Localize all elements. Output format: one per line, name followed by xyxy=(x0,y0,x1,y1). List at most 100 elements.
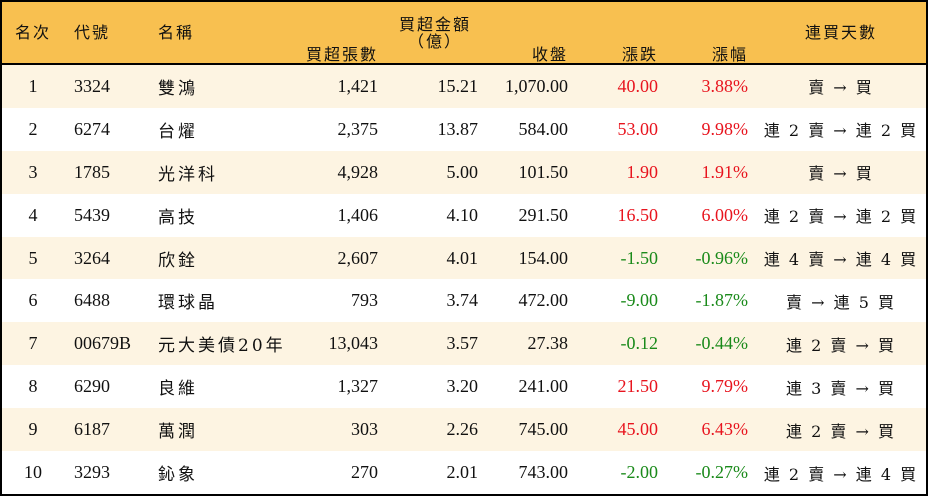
cell-close: 584.00 xyxy=(518,118,569,139)
cell-name: 欣銓 xyxy=(158,250,198,271)
cell-net-buy-amount: 3.20 xyxy=(446,376,479,397)
cell-net-buy-lots: 2,375 xyxy=(337,118,379,139)
cell-close: 154.00 xyxy=(518,247,569,268)
cell-name: 元大美債20年 xyxy=(158,336,286,357)
cell-net-buy-lots: 1,406 xyxy=(337,204,379,225)
cell-net-buy-lots: 1,421 xyxy=(337,75,379,96)
cell-change: -9.00 xyxy=(620,290,659,311)
cell-name: 光洋科 xyxy=(158,164,218,185)
cell-rank: 3 xyxy=(28,161,38,182)
table-row: 10 3293 鈊象 270 2.01 743.00 -2.00 -0.27% 連 2 賣 → … xyxy=(2,451,926,494)
table-row: 2 6274 台燿 2,375 13.87 584.00 53.00 9.98% 連 2 賣 →… xyxy=(2,107,926,151)
cell-streak: 連 2 賣 → 買 xyxy=(786,335,896,355)
cell-close: 745.00 xyxy=(518,419,569,440)
cell-streak: 連 4 賣 → 連 4 買 xyxy=(763,250,919,270)
header-code: 代號 xyxy=(74,23,111,42)
cell-net-buy-amount: 2.26 xyxy=(446,419,479,440)
table-row: 3 1785 光洋科 4,928 5.00 101.50 1.90 1.91% 賣 → 買 xyxy=(2,150,926,194)
cell-change: 45.00 xyxy=(617,419,659,440)
cell-rank: 4 xyxy=(28,204,38,225)
cell-net-buy-lots: 793 xyxy=(351,290,378,311)
cell-name: 萬潤 xyxy=(158,422,198,443)
cell-change-pct: -0.96% xyxy=(695,247,749,268)
cell-change-pct: -0.44% xyxy=(695,333,749,354)
cell-code: 3324 xyxy=(74,75,110,96)
cell-name: 高技 xyxy=(158,207,198,228)
cell-net-buy-amount: 2.01 xyxy=(446,462,479,483)
cell-code: 3264 xyxy=(74,247,110,268)
table-row: 4 5439 高技 1,406 4.10 291.50 16.50 6.00% 連 2 賣 → … xyxy=(2,193,926,237)
cell-streak: 連 2 賣 → 連 4 買 xyxy=(763,464,919,484)
cell-name: 良維 xyxy=(158,379,198,400)
cell-net-buy-lots: 270 xyxy=(351,462,378,483)
header-streak: 連買天數 xyxy=(804,23,877,42)
header-net-buy-amount: 買超金額 （億） xyxy=(398,14,471,51)
cell-close: 743.00 xyxy=(518,462,569,483)
cell-code: 6488 xyxy=(74,290,110,311)
cell-name: 雙鴻 xyxy=(158,78,198,99)
cell-net-buy-lots: 4,928 xyxy=(337,161,379,182)
cell-change: -0.12 xyxy=(620,333,659,354)
cell-change: 40.00 xyxy=(617,75,659,96)
cell-close: 27.38 xyxy=(527,333,569,354)
cell-name: 台燿 xyxy=(158,121,198,142)
cell-rank: 10 xyxy=(24,462,42,483)
cell-rank: 2 xyxy=(28,118,38,139)
cell-rank: 9 xyxy=(28,419,38,440)
cell-change-pct: -0.27% xyxy=(695,462,749,483)
cell-streak: 連 2 賣 → 買 xyxy=(786,421,896,441)
cell-streak: 連 2 賣 → 連 2 買 xyxy=(763,121,919,141)
cell-change-pct: 3.88% xyxy=(701,75,749,96)
cell-net-buy-amount: 5.00 xyxy=(446,161,479,182)
cell-change-pct: 6.00% xyxy=(701,204,749,225)
cell-rank: 1 xyxy=(28,75,38,96)
cell-streak: 賣 → 連 5 買 xyxy=(786,292,896,312)
table-header: 名次 代號 名稱 買超張數 買超金額 （億） 收盤 漲跌 漲幅 連買天數 xyxy=(2,2,926,65)
cell-net-buy-lots: 1,327 xyxy=(337,376,379,397)
cell-change-pct: 9.98% xyxy=(701,118,749,139)
cell-streak: 連 3 賣 → 買 xyxy=(786,378,896,398)
cell-net-buy-amount: 4.10 xyxy=(446,204,479,225)
cell-code: 00679B xyxy=(74,333,132,354)
cell-streak: 賣 → 買 xyxy=(808,164,874,184)
cell-change: 21.50 xyxy=(617,376,659,397)
cell-code: 6274 xyxy=(74,118,110,139)
cell-close: 291.50 xyxy=(518,204,569,225)
cell-net-buy-amount: 3.74 xyxy=(446,290,479,311)
cell-net-buy-amount: 15.21 xyxy=(437,75,479,96)
cell-code: 1785 xyxy=(74,161,110,182)
cell-streak: 連 2 賣 → 連 2 買 xyxy=(763,207,919,227)
cell-change: -2.00 xyxy=(620,462,659,483)
header-name: 名稱 xyxy=(158,23,195,42)
cell-rank: 7 xyxy=(28,333,38,354)
cell-code: 6187 xyxy=(74,419,110,440)
cell-net-buy-lots: 2,607 xyxy=(337,247,379,268)
cell-change-pct: 9.79% xyxy=(701,376,749,397)
cell-change: 1.90 xyxy=(626,161,659,182)
cell-net-buy-lots: 13,043 xyxy=(328,333,379,354)
cell-name: 鈊象 xyxy=(158,465,198,486)
cell-close: 241.00 xyxy=(518,376,569,397)
cell-change-pct: 1.91% xyxy=(701,161,749,182)
header-rank: 名次 xyxy=(14,23,51,42)
header-change: 漲跌 xyxy=(621,45,658,64)
header-close: 收盤 xyxy=(531,45,568,64)
cell-name: 環球晶 xyxy=(158,293,218,314)
cell-net-buy-amount: 3.57 xyxy=(446,333,479,354)
cell-net-buy-amount: 4.01 xyxy=(446,247,479,268)
cell-net-buy-lots: 303 xyxy=(351,419,378,440)
cell-code: 3293 xyxy=(74,462,110,483)
cell-change: 16.50 xyxy=(617,204,659,225)
cell-streak: 賣 → 買 xyxy=(808,78,874,98)
table-row: 8 6290 良維 1,327 3.20 241.00 21.50 9.79% 連 3 賣 → … xyxy=(2,365,926,409)
cell-rank: 8 xyxy=(28,376,38,397)
cell-change: -1.50 xyxy=(620,247,659,268)
cell-rank: 6 xyxy=(28,290,38,311)
cell-code: 5439 xyxy=(74,204,110,225)
cell-close: 472.00 xyxy=(518,290,569,311)
table-row: 5 3264 欣銓 2,607 4.01 154.00 -1.50 -0.96% 連 4 賣 →… xyxy=(2,236,926,280)
table-row: 7 00679B 元大美債20年 13,043 3.57 27.38 -0.12 -0.44%… xyxy=(2,322,926,366)
cell-close: 1,070.00 xyxy=(505,75,568,96)
cell-change-pct: 6.43% xyxy=(701,419,749,440)
